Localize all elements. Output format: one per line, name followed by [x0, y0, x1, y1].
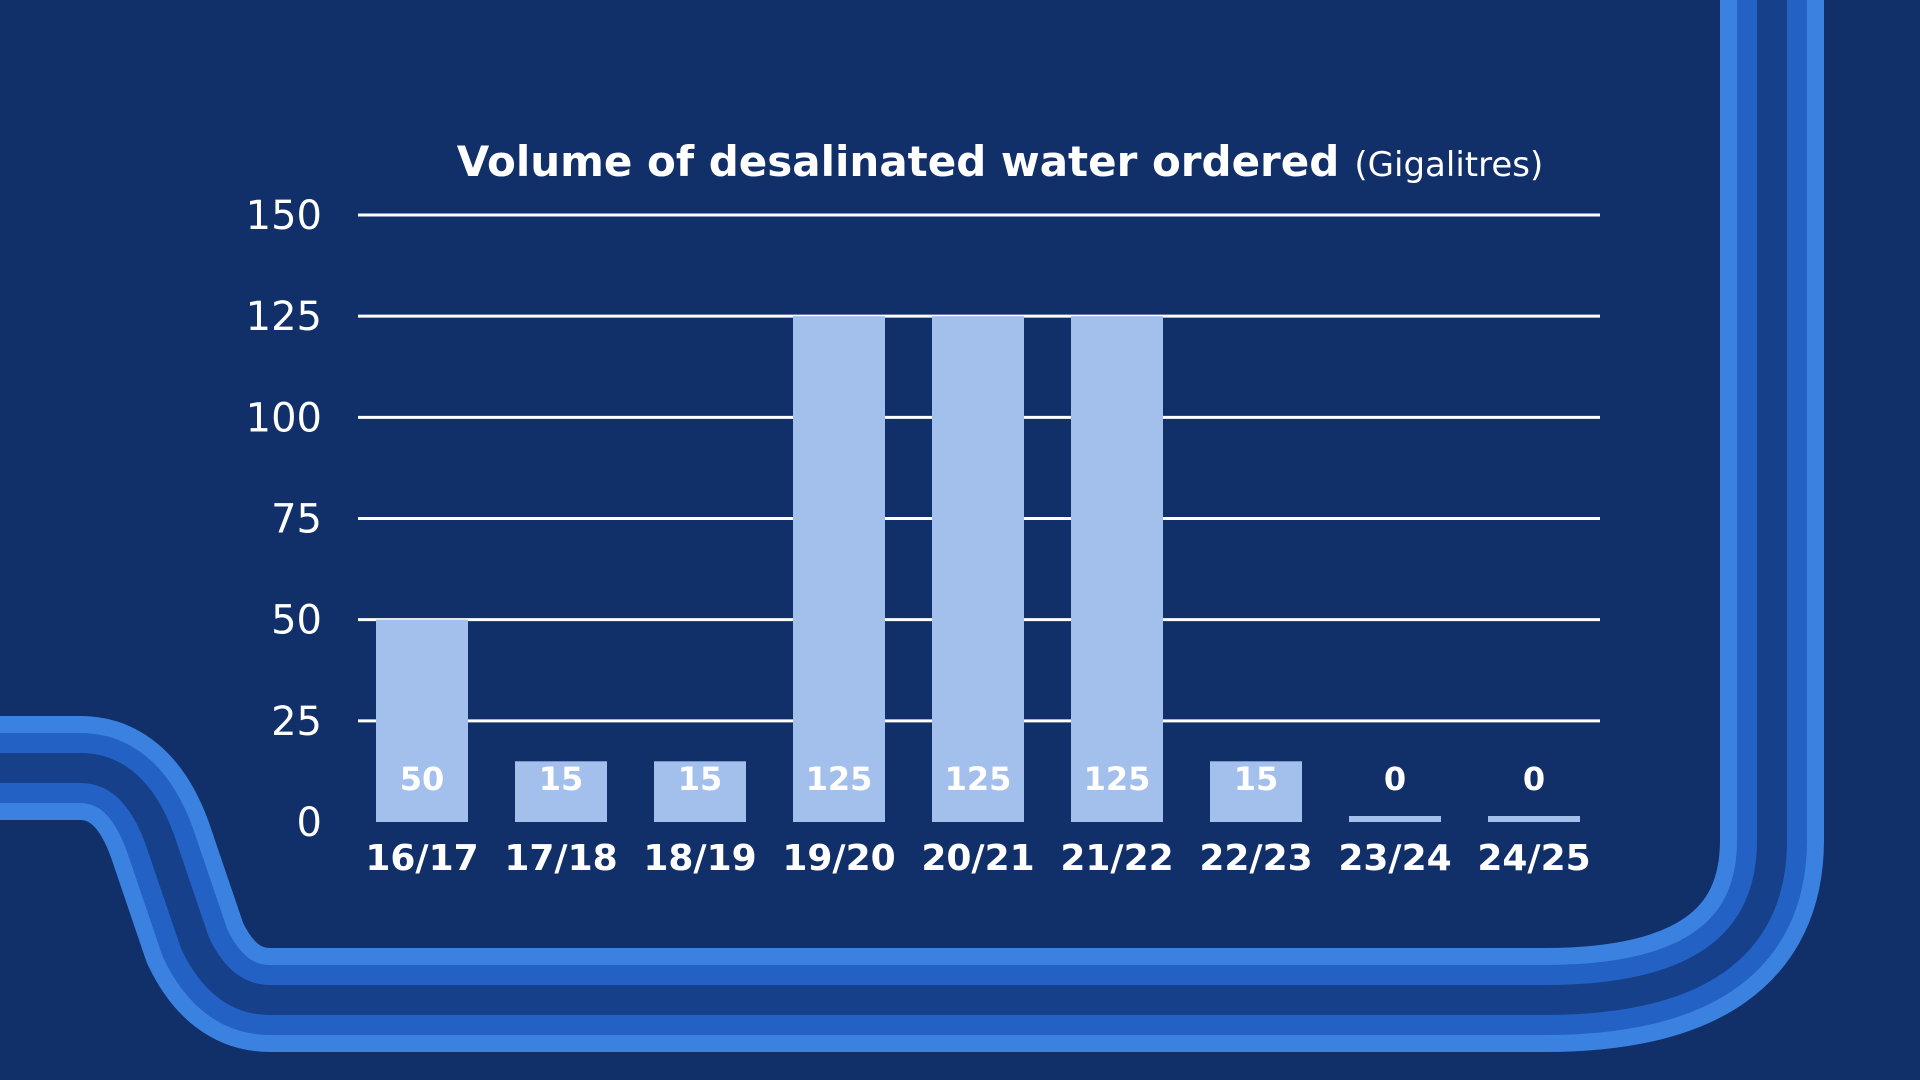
y-tick-label: 75 [271, 497, 322, 543]
data-label: 50 [400, 760, 445, 798]
x-tick-label: 18/19 [643, 838, 756, 879]
bar-19-20 [793, 316, 885, 822]
data-label: 0 [1384, 760, 1406, 798]
x-tick-label: 19/20 [782, 838, 895, 879]
x-tick-label: 16/17 [365, 838, 478, 879]
bar-24-25 [1488, 816, 1580, 822]
x-tick-label: 23/24 [1338, 838, 1451, 879]
x-tick-label: 22/23 [1199, 838, 1312, 879]
bars [376, 316, 1580, 822]
chart-title-unit: (Gigalitres) [1354, 145, 1543, 185]
y-tick-label: 125 [246, 294, 322, 340]
pipe-core [0, 0, 1787, 1015]
data-labels: 50 15 15 125 125 125 15 0 0 [400, 760, 1545, 798]
data-label: 15 [678, 760, 723, 798]
bar-23-24 [1349, 816, 1441, 822]
y-tick-label: 150 [246, 193, 322, 239]
y-tick-label: 100 [246, 395, 322, 441]
bar-22-23 [1210, 761, 1302, 822]
bar-17-18 [515, 761, 607, 822]
data-label: 125 [806, 760, 873, 798]
data-label: 15 [539, 760, 584, 798]
data-label: 125 [945, 760, 1012, 798]
x-tick-label: 17/18 [504, 838, 617, 879]
x-axis-ticks: 16/17 17/18 18/19 19/20 20/21 21/22 22/23 23/24… [365, 838, 1590, 879]
bar-16-17 [376, 619, 468, 822]
pipe-decoration [0, 0, 1824, 1052]
bar-20-21 [932, 316, 1024, 822]
y-tick-label: 25 [271, 699, 322, 745]
x-tick-label: 20/21 [921, 838, 1034, 879]
y-tick-label: 50 [271, 598, 322, 644]
x-tick-label: 24/25 [1477, 838, 1590, 879]
data-label: 0 [1523, 760, 1545, 798]
chart-title: Volume of desalinated water ordered (Gig… [457, 137, 1544, 186]
chart-title-main: Volume of desalinated water ordered [457, 137, 1340, 186]
x-tick-label: 21/22 [1060, 838, 1173, 879]
data-label: 125 [1084, 760, 1151, 798]
y-axis-ticks: 0 25 50 75 100 125 150 [246, 193, 322, 846]
bar-21-22 [1071, 316, 1163, 822]
data-label: 15 [1234, 760, 1279, 798]
y-tick-label: 0 [297, 800, 322, 846]
bar-18-19 [654, 761, 746, 822]
